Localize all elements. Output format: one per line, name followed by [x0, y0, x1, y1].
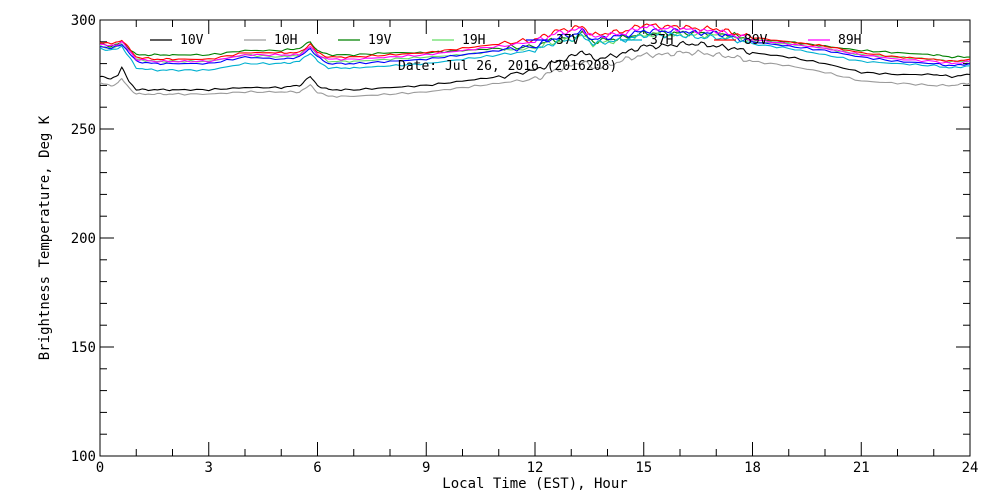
date-annotation: Date: Jul 26, 2016 (2016208)	[398, 59, 617, 74]
legend-label-89h: 89H	[838, 33, 861, 48]
legend: 10V 10H 19V 19H 37V 37H 89V 89H	[150, 33, 861, 48]
y-tick-label: 200	[71, 231, 96, 247]
series-line-10v	[99, 40, 971, 92]
x-tick-label: 6	[313, 460, 321, 476]
x-axis-title: Local Time (EST), Hour	[442, 476, 627, 492]
legend-label-37v: 37V	[556, 33, 580, 48]
axis-ticks	[99, 19, 971, 457]
x-tick-label: 3	[205, 460, 213, 476]
x-tick-label: 21	[853, 460, 870, 476]
y-tick-label: 100	[71, 449, 96, 465]
x-tick-label: 9	[422, 460, 430, 476]
y-tick-label: 300	[71, 13, 96, 29]
x-tick-label: 18	[744, 460, 761, 476]
series-line-89h	[99, 24, 971, 65]
x-tick-label: 24	[962, 460, 979, 476]
x-tick-label: 0	[96, 460, 104, 476]
series-line-10h	[99, 49, 971, 98]
x-tick-label: 15	[635, 460, 652, 476]
series-line-37h	[99, 32, 971, 72]
series-line-19h	[99, 31, 971, 63]
plot-frame	[99, 19, 971, 457]
plot-border	[99, 19, 971, 457]
y-axis-title: Brightness Temperature, Deg K	[37, 115, 53, 360]
y-tick-label: 250	[71, 122, 96, 138]
legend-label-19v: 19V	[368, 33, 392, 48]
series-lines	[99, 23, 971, 98]
legend-label-10v: 10V	[180, 33, 204, 48]
x-tick-label: 12	[527, 460, 544, 476]
legend-label-19h: 19H	[462, 33, 485, 48]
legend-label-10h: 10H	[274, 33, 297, 48]
y-tick-label: 150	[71, 340, 96, 356]
legend-label-89v: 89V	[744, 33, 768, 48]
tick-labels: 0 3 6 9 12 15 18 21 24 100 150 200 250 300	[71, 13, 979, 476]
series-line-37v	[99, 27, 971, 67]
legend-label-37h: 37H	[650, 33, 673, 48]
